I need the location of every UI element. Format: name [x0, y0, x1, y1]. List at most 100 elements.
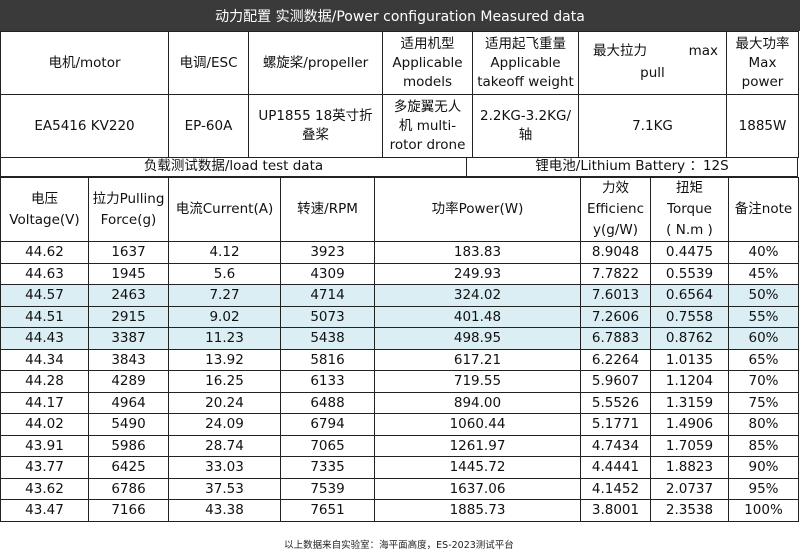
current-cell: 9.02: [168, 305, 281, 328]
current-cell: 16.25: [168, 370, 281, 393]
motor-value: EA5416 KV220: [0, 94, 169, 158]
torque-cell: 2.3538: [650, 499, 729, 522]
pull-cell: 2463: [88, 284, 169, 307]
table-body: 44.62 1637 4.12 3923 183.83 8.9048 0.4475 40% 44…: [0, 241, 799, 522]
torque-cell: 0.5539: [650, 262, 729, 285]
table-row: 44.62 1637 4.12 3923 183.83 8.9048 0.4475 40%: [0, 241, 799, 264]
propeller-value-line: 叠桨: [302, 127, 329, 143]
weight-header-line: takeoff weight: [477, 73, 574, 90]
rpm-cell: 6133: [280, 370, 375, 393]
pull-cell: 4289: [88, 370, 169, 393]
current-cell: 43.38: [168, 499, 281, 522]
power-cell: 719.55: [374, 370, 581, 393]
voltage-cell: 44.57: [0, 284, 89, 307]
load-test-table: 电压 Voltage(V) 拉力Pulling Force(g) 电流Curre…: [0, 177, 799, 522]
pull-cell: 7166: [88, 499, 169, 522]
propeller-value-line: UP1855 18英寸折: [258, 108, 373, 124]
torque-column-header: 扭矩 Torque ( N.m ): [650, 177, 729, 242]
models-value-line: 机 multi-: [398, 117, 457, 134]
models-value: 多旋翼无人 机 multi- rotor drone: [382, 94, 473, 158]
load-test-label: 负载测试数据/load test data: [1, 157, 467, 176]
pull-header: 最大拉力 max pull: [578, 31, 727, 95]
torque-cell: 0.6564: [650, 284, 729, 307]
torque-cell: 1.4906: [650, 413, 729, 436]
pull-cell: 6425: [88, 456, 169, 479]
rpm-cell: 6794: [280, 413, 375, 436]
efficiency-cell: 5.5526: [580, 391, 651, 414]
esc-header: 电调/ESC: [168, 31, 249, 95]
table-row: 44.28 4289 16.25 6133 719.55 5.9607 1.1204 70%: [0, 370, 799, 393]
torque-cell: 0.4475: [650, 241, 729, 264]
table-row: 43.62 6786 37.53 7539 1637.06 4.1452 2.0737 95%: [0, 477, 799, 500]
efficiency-cell: 6.7883: [580, 327, 651, 350]
rpm-cell: 5073: [280, 305, 375, 328]
rpm-column-header: 转速/RPM: [280, 177, 375, 242]
voltage-cell: 43.47: [0, 499, 89, 522]
section-bar: 负载测试数据/load test data 锂电池/Lithium Batter…: [0, 157, 798, 177]
table-row: 44.51 2915 9.02 5073 401.48 7.2606 0.7558 55%: [0, 305, 799, 328]
efficiency-cell: 4.7434: [580, 434, 651, 457]
pull-header-cn: 最大拉力: [593, 43, 647, 59]
rpm-cell: 6488: [280, 391, 375, 414]
note-column-header: 备注note: [728, 177, 799, 242]
current-cell: 7.27: [168, 284, 281, 307]
table-row: 43.77 6425 33.03 7335 1445.72 4.4441 1.8823 90%: [0, 456, 799, 479]
power-cell: 401.48: [374, 305, 581, 328]
table-row: 44.63 1945 5.6 4309 249.93 7.7822 0.5539 45%: [0, 262, 799, 285]
power-cell: 894.00: [374, 391, 581, 414]
power-cell: 1060.44: [374, 413, 581, 436]
power-value: 1885W: [726, 94, 799, 158]
power-header-line: Max power: [741, 54, 784, 90]
voltage-cell: 44.34: [0, 348, 89, 371]
note-cell: 65%: [728, 348, 799, 371]
power-cell: 1637.06: [374, 477, 581, 500]
note-cell: 50%: [728, 284, 799, 307]
note-cell: 75%: [728, 391, 799, 414]
note-cell: 85%: [728, 434, 799, 457]
models-value-line: 多旋翼无人: [393, 98, 462, 115]
current-cell: 20.24: [168, 391, 281, 414]
efficiency-cell: 7.2606: [580, 305, 651, 328]
models-header-line: models: [402, 73, 453, 90]
table-row: 44.57 2463 7.27 4714 324.02 7.6013 0.6564 50%: [0, 284, 799, 307]
efficiency-cell: 3.8001: [580, 499, 651, 522]
power-cell: 617.21: [374, 348, 581, 371]
pull-cell: 1945: [88, 262, 169, 285]
pull-header-line: Force(g): [100, 211, 157, 228]
efficiency-cell: 4.4441: [580, 456, 651, 479]
note-cell: 55%: [728, 305, 799, 328]
pull-cell: 2915: [88, 305, 169, 328]
pull-cell: 5490: [88, 413, 169, 436]
propeller-header: 螺旋桨/propeller: [248, 31, 383, 95]
power-cell: 324.02: [374, 284, 581, 307]
power-cell: 249.93: [374, 262, 581, 285]
power-cell: 1261.97: [374, 434, 581, 457]
torque-cell: 1.3159: [650, 391, 729, 414]
power-cell: 1445.72: [374, 456, 581, 479]
pull-cell: 6786: [88, 477, 169, 500]
rpm-cell: 3923: [280, 241, 375, 264]
current-cell: 11.23: [168, 327, 281, 350]
torque-cell: 1.1204: [650, 370, 729, 393]
pull-cell: 1637: [88, 241, 169, 264]
voltage-cell: 44.51: [0, 305, 89, 328]
rpm-cell: 7651: [280, 499, 375, 522]
efficiency-cell: 8.9048: [580, 241, 651, 264]
models-header-line: 适用机型: [400, 35, 455, 52]
pull-header-max: max: [688, 43, 718, 59]
power-cell: 498.95: [374, 327, 581, 350]
voltage-header-line: Voltage(V): [9, 211, 80, 228]
pull-value: 7.1KG: [578, 94, 727, 158]
pull-cell: 4964: [88, 391, 169, 414]
rpm-cell: 5816: [280, 348, 375, 371]
battery-label: 锂电池/Lithium Battery ：12S: [535, 158, 729, 174]
note-cell: 40%: [728, 241, 799, 264]
spec-header-row: 电机/motor 电调/ESC 螺旋桨/propeller 适用机型 Appli…: [0, 31, 799, 95]
table-row: 43.91 5986 28.74 7065 1261.97 4.7434 1.7059 85%: [0, 434, 799, 457]
voltage-cell: 43.62: [0, 477, 89, 500]
torque-header-line: ( N.m ): [666, 222, 713, 238]
torque-cell: 0.7558: [650, 305, 729, 328]
pull-cell: 3387: [88, 327, 169, 350]
pull-header-line: 拉力Pulling: [92, 190, 165, 207]
